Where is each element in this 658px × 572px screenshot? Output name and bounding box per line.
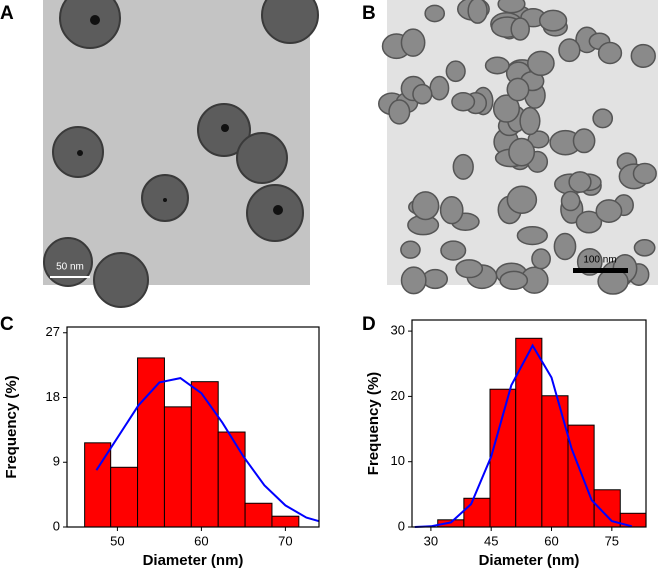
cell — [508, 137, 536, 167]
cell — [412, 83, 433, 105]
x-tick-label: 60 — [544, 533, 558, 548]
plot-frame — [411, 319, 647, 528]
cell — [492, 94, 521, 123]
bar — [137, 357, 165, 528]
x-tick-label: 60 — [194, 533, 208, 548]
tem-image-b: 100 nm — [378, 0, 658, 295]
scale-bar-label: 100 nm — [583, 255, 616, 266]
bar — [463, 497, 491, 528]
cell — [597, 41, 623, 65]
y-tick-label: 0 — [53, 518, 60, 533]
bar — [190, 381, 219, 528]
cell — [632, 162, 657, 185]
cell — [400, 240, 421, 259]
cell — [452, 153, 474, 180]
panel-label: C — [0, 314, 14, 335]
cell — [538, 9, 568, 32]
bar — [163, 406, 192, 528]
cell — [499, 270, 529, 291]
y-axis-title: Frequency (%) — [365, 372, 382, 475]
cell — [422, 268, 449, 290]
cell — [531, 248, 551, 270]
y-tick-label: 18 — [46, 389, 60, 404]
y-tick-label: 10 — [391, 453, 405, 468]
bar — [110, 466, 139, 528]
y-tick-label: 20 — [391, 388, 405, 403]
cell — [558, 38, 581, 63]
cell — [595, 199, 623, 224]
cell — [400, 28, 426, 57]
panel-label: A — [0, 3, 14, 24]
y-axis-title: Frequency (%) — [3, 375, 20, 478]
panel-label: B — [362, 3, 376, 24]
bar — [541, 395, 569, 528]
x-tick-label: 70 — [278, 533, 292, 548]
cell — [633, 239, 656, 257]
cell — [439, 195, 464, 225]
cell — [630, 43, 656, 69]
y-tick-label: 30 — [391, 323, 405, 338]
cell — [572, 128, 596, 154]
cell — [445, 60, 466, 83]
y-tick-label: 9 — [53, 454, 60, 469]
cell — [467, 0, 488, 24]
bar — [244, 502, 273, 528]
x-tick-label: 50 — [110, 533, 124, 548]
cell — [484, 56, 510, 75]
cell — [506, 185, 538, 215]
bar — [567, 424, 595, 528]
bar — [84, 442, 112, 528]
cell — [592, 108, 614, 129]
cell — [568, 171, 592, 193]
cell — [506, 77, 530, 102]
bar — [489, 388, 517, 528]
bar — [271, 515, 300, 528]
cell — [527, 50, 555, 77]
cell — [388, 99, 411, 125]
cell — [455, 259, 484, 279]
cell — [451, 92, 476, 112]
cell — [424, 4, 446, 23]
y-tick-label: 0 — [398, 518, 405, 533]
plot-frame — [66, 326, 320, 528]
y-tick-label: 27 — [46, 324, 60, 339]
cell — [553, 232, 577, 261]
cell — [519, 106, 541, 136]
bar — [515, 337, 543, 528]
tem-image-a: 50 nm — [43, 0, 319, 308]
cell — [527, 130, 550, 149]
panel-label: D — [362, 314, 376, 335]
cell — [497, 0, 526, 14]
cell — [575, 210, 603, 234]
cell — [440, 240, 467, 261]
cell — [400, 266, 427, 295]
x-tick-label: 30 — [424, 533, 438, 548]
cell — [516, 225, 548, 246]
scale-bar-label: 50 nm — [56, 262, 84, 273]
cell — [429, 75, 450, 101]
cell — [510, 17, 530, 41]
cell — [560, 190, 581, 212]
x-axis-title: Diameter (nm) — [143, 552, 244, 569]
x-axis-title: Diameter (nm) — [479, 552, 580, 569]
x-tick-label: 75 — [605, 533, 619, 548]
fit-curve — [414, 343, 633, 528]
bar — [217, 431, 246, 528]
cell — [411, 191, 440, 221]
fit-curve — [95, 377, 320, 523]
x-tick-label: 45 — [484, 533, 498, 548]
